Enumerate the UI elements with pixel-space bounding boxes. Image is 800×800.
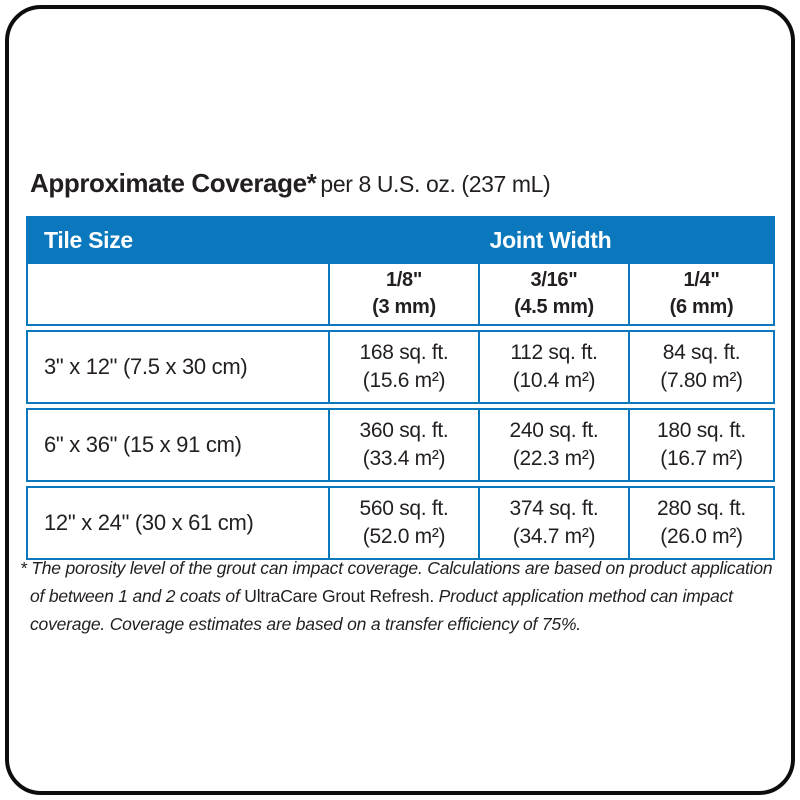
coverage-m2: (15.6 m²) bbox=[362, 369, 446, 392]
coverage-sqft: 84 sq. ft. bbox=[662, 341, 741, 364]
coverage-cell: 112 sq. ft. (10.4 m²) bbox=[478, 332, 628, 402]
joint-width-inches: 1/8" bbox=[385, 269, 423, 291]
footnote-text-italic: * The porosity level of the grout can im… bbox=[20, 558, 773, 606]
coverage-sqft: 560 sq. ft. bbox=[359, 497, 449, 520]
joint-width-metric: (4.5 mm) bbox=[514, 296, 594, 318]
coverage-footnote: * The porosity level of the grout can im… bbox=[20, 554, 778, 638]
joint-width-metric: (3 mm) bbox=[372, 296, 436, 318]
tile-size-cell: 3" x 12" (7.5 x 30 cm) bbox=[44, 354, 248, 379]
coverage-m2: (10.4 m²) bbox=[512, 369, 596, 392]
coverage-cell: 84 sq. ft. (7.80 m²) bbox=[628, 332, 773, 402]
joint-width-metric: (6 mm) bbox=[669, 296, 734, 318]
joint-width-inches: 1/4" bbox=[683, 269, 720, 291]
tile-size-cell: 6" x 36" (15 x 91 cm) bbox=[44, 432, 242, 457]
coverage-m2: (22.3 m²) bbox=[512, 447, 596, 470]
table-row: 6" x 36" (15 x 91 cm) 360 sq. ft. (33.4 … bbox=[26, 408, 775, 482]
coverage-sqft: 374 sq. ft. bbox=[509, 497, 599, 520]
coverage-m2: (16.7 m²) bbox=[660, 447, 743, 470]
joint-width-col-3: 1/4" (6 mm) bbox=[628, 264, 773, 324]
coverage-sqft: 240 sq. ft. bbox=[509, 419, 599, 442]
coverage-cell: 374 sq. ft. (34.7 m²) bbox=[478, 488, 628, 558]
coverage-m2: (52.0 m²) bbox=[362, 525, 446, 548]
title-unit: per 8 U.S. oz. (237 mL) bbox=[320, 171, 551, 197]
product-name: UltraCare Grout Refresh. bbox=[244, 586, 434, 606]
coverage-cell: 168 sq. ft. (15.6 m²) bbox=[328, 332, 478, 402]
coverage-m2: (7.80 m²) bbox=[660, 369, 743, 392]
coverage-m2: (26.0 m²) bbox=[660, 525, 743, 548]
coverage-sqft: 360 sq. ft. bbox=[359, 419, 449, 442]
page-title: Approximate Coverage* per 8 U.S. oz. (23… bbox=[30, 168, 551, 199]
coverage-sqft: 280 sq. ft. bbox=[657, 497, 746, 520]
coverage-sqft: 180 sq. ft. bbox=[657, 419, 746, 442]
joint-width-inches: 3/16" bbox=[530, 269, 578, 291]
title-main: Approximate Coverage* bbox=[30, 168, 317, 198]
coverage-m2: (33.4 m²) bbox=[362, 447, 446, 470]
joint-width-col-2: 3/16" (4.5 mm) bbox=[478, 264, 628, 324]
coverage-cell: 180 sq. ft. (16.7 m²) bbox=[628, 410, 773, 480]
joint-width-subheader-row: 1/8" (3 mm) 3/16" (4.5 mm) 1/4" (6 mm) bbox=[26, 264, 775, 326]
tile-size-cell: 12" x 24" (30 x 61 cm) bbox=[44, 510, 254, 535]
table-row: 12" x 24" (30 x 61 cm) 560 sq. ft. (52.0… bbox=[26, 486, 775, 560]
coverage-m2: (34.7 m²) bbox=[512, 525, 596, 548]
empty-header-cell bbox=[28, 264, 328, 324]
table-header-band: Tile Size Joint Width bbox=[26, 216, 775, 264]
coverage-cell: 280 sq. ft. (26.0 m²) bbox=[628, 488, 773, 558]
coverage-cell: 560 sq. ft. (52.0 m²) bbox=[328, 488, 478, 558]
joint-width-col-1: 1/8" (3 mm) bbox=[328, 264, 478, 324]
coverage-cell: 360 sq. ft. (33.4 m²) bbox=[328, 410, 478, 480]
coverage-table: Tile Size Joint Width 1/8" (3 mm) 3/16" … bbox=[26, 216, 775, 560]
footnote-text-italic: Product application method can impact co… bbox=[30, 586, 733, 634]
tile-size-header: Tile Size bbox=[44, 226, 133, 253]
coverage-cell: 240 sq. ft. (22.3 m²) bbox=[478, 410, 628, 480]
coverage-sqft: 168 sq. ft. bbox=[359, 341, 449, 364]
coverage-sqft: 112 sq. ft. bbox=[510, 341, 598, 364]
table-row: 3" x 12" (7.5 x 30 cm) 168 sq. ft. (15.6… bbox=[26, 330, 775, 404]
joint-width-header: Joint Width bbox=[489, 226, 612, 253]
